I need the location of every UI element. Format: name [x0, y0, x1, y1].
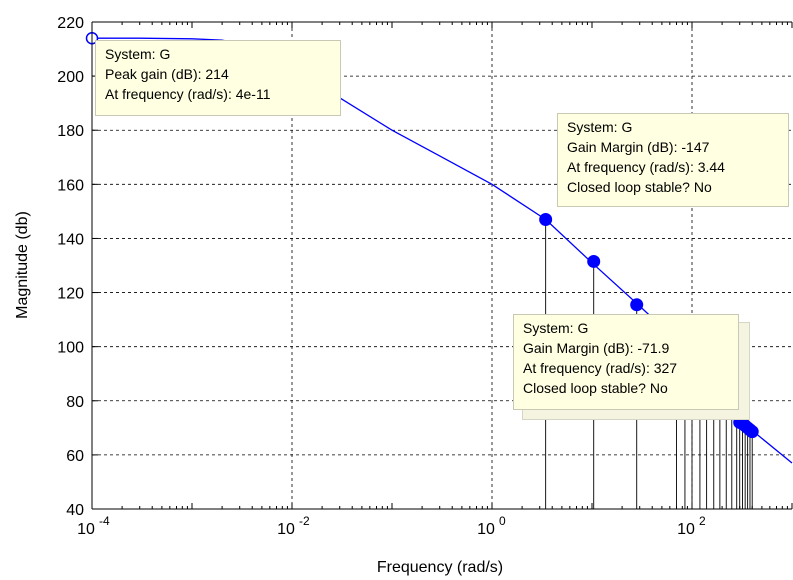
y-tick-label-6: 160 [57, 177, 84, 194]
datatip-gm1-line-2: Gain Margin (dB): -147 [567, 139, 710, 155]
x-axis-title: Frequency (rad/s) [377, 559, 503, 576]
datatip-gm2-line-1: System: G [523, 320, 589, 336]
ticks [91, 21, 793, 510]
y-tick-label-3: 100 [57, 340, 84, 357]
marker-point-8 [745, 425, 759, 439]
y-tick-label-8: 200 [57, 69, 84, 86]
x-tick-label-2: 10 [477, 521, 495, 538]
datatip-peak-gain[interactable]: System: G Peak gain (dB): 214 At frequen… [95, 40, 341, 116]
x-tick-label-exp-3: 2 [699, 514, 706, 528]
datatip-gm1-line-4: Closed loop stable? No [567, 179, 712, 195]
datatip-gm2-line-3: At frequency (rad/s): 327 [523, 360, 678, 376]
datatip-gm1-line-3: At frequency (rad/s): 3.44 [567, 159, 725, 175]
datatip-gm2-line-2: Gain Margin (dB): -71.9 [523, 340, 670, 356]
y-tick-label-5: 140 [57, 231, 84, 248]
y-axis-title: Magnitude (db) [14, 211, 31, 319]
x-tick-label-exp-2: 0 [499, 514, 506, 528]
marker-point-2 [630, 298, 644, 312]
x-tick-label-3: 10 [677, 521, 695, 538]
x-tick-label-exp-0: -4 [99, 514, 110, 528]
datatip-gm2-line-4: Closed loop stable? No [523, 380, 668, 396]
y-tick-label-0: 40 [66, 502, 84, 519]
x-tick-label-1: 10 [277, 521, 295, 538]
x-tick-label-0: 10 [77, 521, 95, 538]
datatip-peak-line-2: Peak gain (dB): 214 [105, 66, 229, 82]
datatip-gm1-line-1: System: G [567, 119, 633, 135]
y-tick-label-7: 180 [57, 123, 84, 140]
y-tick-label-2: 80 [66, 394, 84, 411]
y-tick-label-4: 120 [57, 286, 84, 303]
datatip-gain-margin-2[interactable]: System: G Gain Margin (dB): -71.9 At fre… [513, 314, 739, 410]
datatip-gain-margin-1[interactable]: System: G Gain Margin (dB): -147 At freq… [557, 113, 789, 207]
y-tick-label-9: 220 [57, 15, 84, 32]
x-tick-label-exp-1: -2 [299, 514, 310, 528]
datatip-peak-line-3: At frequency (rad/s): 4e-11 [105, 86, 271, 102]
marker-point-1 [587, 254, 601, 268]
marker-point-0 [539, 213, 553, 227]
y-tick-label-1: 60 [66, 448, 84, 465]
datatip-peak-line-1: System: G [105, 46, 171, 62]
